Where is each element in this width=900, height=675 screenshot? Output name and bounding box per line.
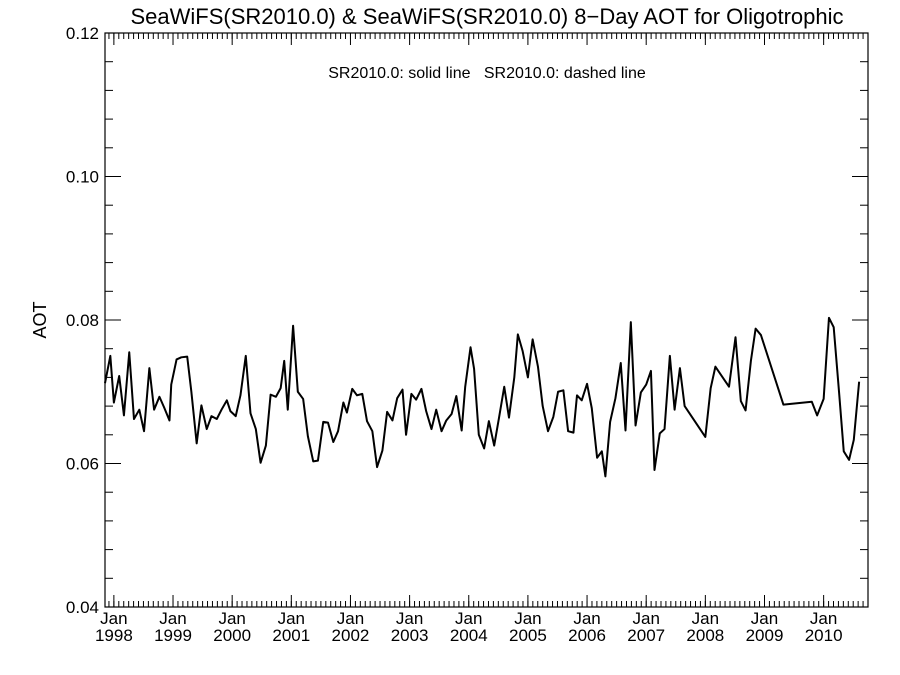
x-tick-year: 2004 [450, 626, 488, 645]
x-tick-year: 2007 [627, 626, 665, 645]
y-tick-label: 0.10 [66, 168, 99, 187]
series-line-0 [104, 316, 861, 478]
x-tick-month: Jan [337, 609, 364, 628]
x-tick-year: 2008 [686, 626, 724, 645]
x-tick-month: Jan [396, 609, 423, 628]
x-tick-year: 1998 [95, 626, 133, 645]
x-tick-month: Jan [455, 609, 482, 628]
y-tick-label: 0.04 [66, 598, 99, 617]
x-tick-month: Jan [632, 609, 659, 628]
y-axis: 0.04 0.06 0.08 0.10 0.12 [66, 24, 868, 617]
x-tick-year: 2000 [213, 626, 251, 645]
x-tick-year: 1999 [154, 626, 192, 645]
plot-frame [104, 32, 869, 608]
x-tick-year: 2002 [332, 626, 370, 645]
y-tick-label: 0.12 [66, 24, 99, 43]
x-tick-year: 2003 [391, 626, 429, 645]
x-tick-month: Jan [692, 609, 719, 628]
x-tick-month: Jan [159, 609, 186, 628]
y-axis-label: AOT [30, 301, 50, 338]
x-tick-month: Jan [100, 609, 127, 628]
x-tick-month: Jan [278, 609, 305, 628]
x-tick-year: 2001 [272, 626, 310, 645]
x-tick-year: 2006 [568, 626, 606, 645]
series-layer [104, 316, 861, 478]
x-tick-month: Jan [573, 609, 600, 628]
x-tick-month: Jan [751, 609, 778, 628]
legend-note: SR2010.0: solid line SR2010.0: dashed li… [328, 65, 646, 82]
x-tick-month: Jan [514, 609, 541, 628]
x-axis: Jan1998Jan1999Jan2000Jan2001Jan2002Jan20… [95, 33, 869, 645]
x-tick-year: 2010 [805, 626, 843, 645]
x-tick-year: 2009 [746, 626, 784, 645]
x-tick-month: Jan [810, 609, 837, 628]
y-tick-label: 0.06 [66, 455, 99, 474]
chart-title: SeaWiFS(SR2010.0) & SeaWiFS(SR2010.0) 8−… [130, 4, 843, 29]
x-tick-year: 2005 [509, 626, 547, 645]
y-tick-label: 0.08 [66, 311, 99, 330]
x-tick-month: Jan [218, 609, 245, 628]
